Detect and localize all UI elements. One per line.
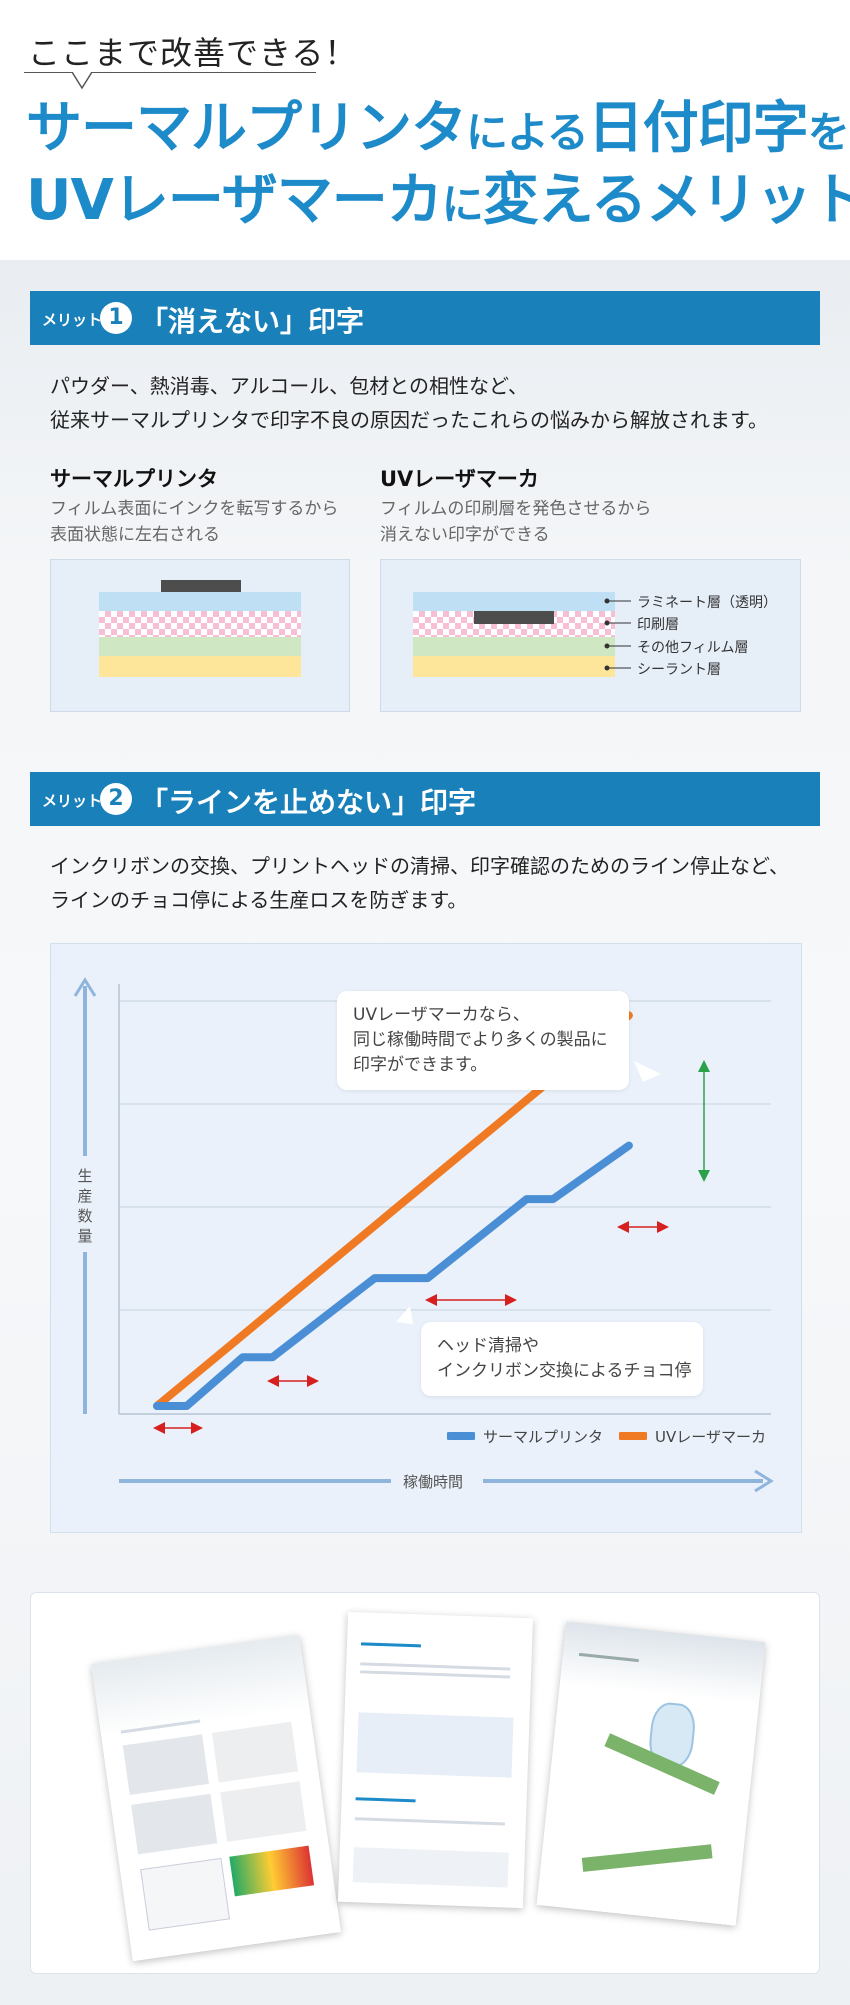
layer-label-laminate: ラミネート層（透明）: [637, 595, 777, 611]
page-title: サーマルプリンタによる日付印字を、 UVレーザマーカに変えるメリット: [26, 95, 850, 239]
merit-number: 2: [100, 783, 132, 815]
callout-stops: ヘッド清掃や インクリボン交換によるチョコ停: [421, 1322, 703, 1396]
page-photo: [220, 1781, 307, 1842]
callout-tail: [634, 1061, 661, 1082]
paragraph-line: インクリボンの交換、プリントヘッドの清掃、印字確認のためのライン停止など、: [50, 854, 789, 878]
film-layer: [99, 637, 301, 656]
title-wo: を、: [807, 108, 850, 157]
page-heading: [360, 1642, 422, 1648]
merit-2-paragraph: インクリボンの交換、プリントヘッドの清掃、印字確認のためのライン停止など、 ライ…: [50, 849, 830, 917]
callout-line: 同じ稼働時間でより多くの製品に: [353, 1030, 608, 1050]
layer-label-print: 印刷層: [637, 617, 679, 633]
laminate-layer: [99, 592, 301, 611]
description-line: 消えない印字ができる: [380, 525, 550, 545]
title-date-print: 日付印字: [587, 96, 809, 161]
bubble-tail: [72, 72, 92, 90]
print-layer: [99, 611, 301, 637]
thermal-layer-diagram: [50, 559, 350, 712]
page-text: [120, 1719, 201, 1734]
brochure-image: [30, 1592, 820, 1974]
callout-line: ヘッド清掃や: [437, 1336, 539, 1356]
page-graph: [140, 1857, 231, 1931]
page-photo: [122, 1734, 209, 1795]
film-layer: [413, 637, 615, 656]
page-text: [354, 1817, 505, 1826]
paragraph-line: ラインのチョコ停による生産ロスを防ぎます。: [50, 888, 468, 912]
sealant-layer: [99, 656, 301, 677]
merit-tag: メリット: [42, 792, 103, 810]
brochure-page-right: [536, 1621, 766, 1926]
legend-thermal: サーマルプリンタ: [483, 1428, 604, 1446]
page-photo: [211, 1721, 299, 1783]
description-line: フィルムの印刷層を発色させるから: [380, 499, 652, 519]
layer-label-film: その他フィルム層: [637, 640, 749, 656]
thermal-description: フィルム表面にインクを転写するから 表面状態に左右される: [50, 496, 338, 548]
colored-print-mark: [474, 611, 554, 624]
page-table: [356, 1712, 514, 1778]
uv-description: フィルムの印刷層を発色させるから 消えない印字ができる: [380, 496, 651, 548]
callout-uv-benefit: UVレーザマーカなら、 同じ稼働時間でより多くの製品に 印字ができます。: [337, 991, 629, 1090]
title-uv: UVレーザマーカ: [26, 168, 443, 233]
legend-swatch-thermal: [447, 1432, 475, 1440]
callout-tail: [396, 1306, 413, 1324]
brochure-page-left: [91, 1634, 341, 1962]
title-niyoru: による: [466, 108, 589, 157]
merit-1-paragraph: パウダー、熱消毒、アルコール、包材との相性など、 従来サーマルプリンタで印字不良…: [50, 369, 830, 437]
page-heading: [578, 1652, 639, 1663]
page-text: [359, 1670, 510, 1679]
paragraph-line: 従来サーマルプリンタで印字不良の原因だったこれらの悩みから解放されます。: [50, 408, 768, 432]
page-photo: [131, 1793, 218, 1855]
description-line: フィルム表面にインクを転写するから: [50, 499, 339, 519]
page-heatmap: [229, 1845, 315, 1897]
callout-line: 印字ができます。: [353, 1055, 488, 1075]
header: ここまで改善できる！ サーマルプリンタによる日付印字を、 UVレーザマーカに変え…: [0, 0, 850, 260]
bubble-underline: [24, 72, 316, 73]
y-arrow-head: [73, 977, 97, 997]
merit-tag: メリット: [42, 311, 103, 329]
merit-title: 「ラインを止めない」印字: [140, 786, 477, 819]
description-line: 表面状態に左右される: [50, 525, 220, 545]
merit-2-bar: メリット 2 「ラインを止めない」印字: [30, 772, 820, 826]
merit-1-bar: メリット 1 「消えない」印字: [30, 291, 820, 345]
callout-line: UVレーザマーカなら、: [353, 1005, 530, 1025]
y-axis-label: 生産数量: [75, 1166, 95, 1246]
callout-line: インクリボン交換によるチョコ停: [437, 1361, 692, 1381]
bubble-label: ここまで改善できる！: [28, 34, 358, 72]
ink-layer: [161, 580, 241, 592]
sealant-layer: [413, 656, 615, 677]
page-text: [360, 1662, 511, 1671]
merit-number: 1: [100, 302, 132, 334]
title-thermal: サーマルプリンタ: [26, 96, 467, 161]
y-axis-label-text: 生産数量: [77, 1167, 93, 1245]
layer-label-sealant: シーラント層: [637, 662, 721, 678]
uv-heading: UVレーザマーカ: [380, 467, 539, 491]
laminate-layer: [413, 592, 615, 611]
page-box: [352, 1847, 509, 1888]
merit-title: 「消えない」印字: [140, 305, 365, 338]
page-heading: [355, 1797, 416, 1803]
brochure-page-center: [337, 1611, 534, 1909]
page-conveyor: [581, 1844, 713, 1872]
thermal-heading: サーマルプリンタ: [50, 467, 218, 491]
x-axis-label: 稼働時間: [403, 1473, 464, 1491]
uv-layer-diagram: ラミネート層（透明） 印刷層 その他フィルム層 シーラント層: [380, 559, 801, 712]
production-chart: 生産数量 稼働時間 UVレーザマーカなら、 同じ稼働時間でより多くの製品に 印字…: [50, 943, 802, 1533]
title-merit: 変えるメリット: [482, 168, 850, 233]
legend-uv: UVレーザマーカ: [655, 1428, 766, 1446]
paragraph-line: パウダー、熱消毒、アルコール、包材との相性など、: [50, 374, 528, 398]
layer-leader-lines: [604, 598, 631, 671]
x-arrow-head: [754, 1469, 774, 1493]
title-ni: に: [441, 180, 484, 229]
series-line-thermal: [153, 1141, 633, 1410]
legend-swatch-uv: [619, 1432, 647, 1440]
